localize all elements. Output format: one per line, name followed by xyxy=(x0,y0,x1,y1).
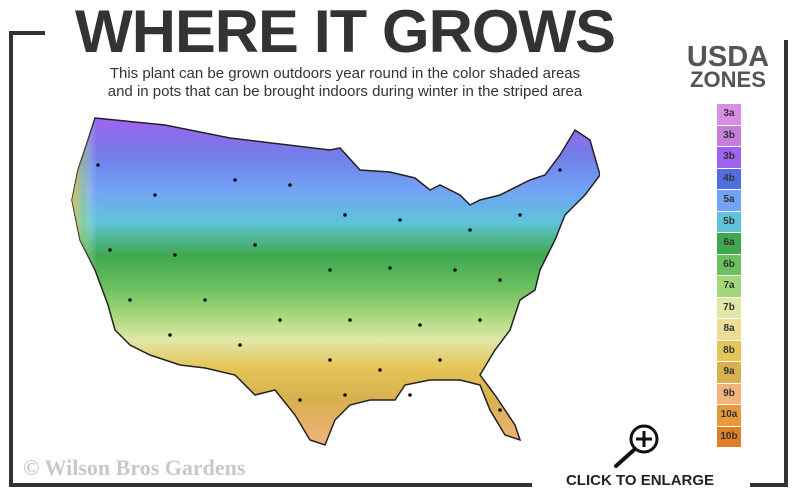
city-marker xyxy=(128,298,132,302)
city-markers xyxy=(96,163,562,412)
zone-swatch-9a: 9a xyxy=(717,362,741,383)
zone-swatch-3b: 3b xyxy=(717,147,741,168)
city-marker xyxy=(328,268,332,272)
zone-swatch-7a: 7a xyxy=(717,276,741,297)
city-marker xyxy=(168,333,172,337)
city-marker xyxy=(558,168,562,172)
city-marker xyxy=(418,323,422,327)
city-marker xyxy=(438,358,442,362)
zone-swatch-10b: 10b xyxy=(717,426,741,447)
subtitle-line-1: This plant can be grown outdoors year ro… xyxy=(109,65,581,82)
copyright-watermark: © Wilson Bros Gardens xyxy=(23,455,246,480)
legend-title-line-1: USDA xyxy=(686,41,770,73)
city-marker xyxy=(453,268,457,272)
zone-swatch-5b: 5b xyxy=(717,211,741,232)
zone-swatch-5a: 5a xyxy=(717,190,741,211)
city-marker xyxy=(518,213,522,217)
title-mask xyxy=(45,0,655,40)
city-marker xyxy=(173,253,177,257)
zone-swatch-6a: 6a xyxy=(717,233,741,254)
city-marker xyxy=(298,398,302,402)
city-marker xyxy=(378,368,382,372)
city-marker xyxy=(348,318,352,322)
city-marker xyxy=(278,318,282,322)
zone-swatch-3a: 3a xyxy=(717,104,741,125)
usda-zone-map[interactable] xyxy=(60,105,600,450)
zoom-in-icon[interactable] xyxy=(610,424,666,470)
city-marker xyxy=(343,213,347,217)
zone-swatch-9b: 9b xyxy=(717,383,741,404)
zone-legend: 3a 3b 3b 4b 5a 5b 6a 6b 7a 7b 8a 8b 9a 9b 10a 10b xyxy=(717,104,741,448)
us-outline xyxy=(71,117,600,446)
city-marker xyxy=(498,278,502,282)
click-to-enlarge-button[interactable]: CLICK TO ENLARGE xyxy=(565,472,715,489)
city-marker xyxy=(108,248,112,252)
city-marker xyxy=(153,193,157,197)
city-marker xyxy=(408,393,412,397)
city-marker xyxy=(253,243,257,247)
zone-swatch-8a: 8a xyxy=(717,319,741,340)
city-marker xyxy=(238,343,242,347)
city-marker xyxy=(288,183,292,187)
page-title: WHERE IT GROWS xyxy=(75,0,616,65)
legend-mask xyxy=(655,20,795,40)
legend-title-line-2: ZONES xyxy=(690,67,766,92)
zone-swatch-10a: 10a xyxy=(717,405,741,426)
subtitle: This plant can be grown outdoors year ro… xyxy=(40,65,650,101)
subtitle-line-2: and in pots that can be brought indoors … xyxy=(107,83,583,100)
zone-swatch-3b: 3b xyxy=(717,125,741,146)
city-marker xyxy=(328,358,332,362)
city-marker xyxy=(233,178,237,182)
zone-swatch-4b: 4b xyxy=(717,168,741,189)
city-marker xyxy=(343,393,347,397)
zone-swatch-6b: 6b xyxy=(717,254,741,275)
city-marker xyxy=(203,298,207,302)
city-marker xyxy=(498,408,502,412)
city-marker xyxy=(96,163,100,167)
west-coast-warm-zone xyxy=(72,118,170,355)
legend-title: USDA ZONES xyxy=(676,41,780,92)
city-marker xyxy=(388,266,392,270)
city-marker xyxy=(478,318,482,322)
city-marker xyxy=(398,218,402,222)
zone-swatch-7b: 7b xyxy=(717,297,741,318)
city-marker xyxy=(468,228,472,232)
zone-swatch-8b: 8b xyxy=(717,340,741,361)
enlarge-mask xyxy=(532,475,750,500)
